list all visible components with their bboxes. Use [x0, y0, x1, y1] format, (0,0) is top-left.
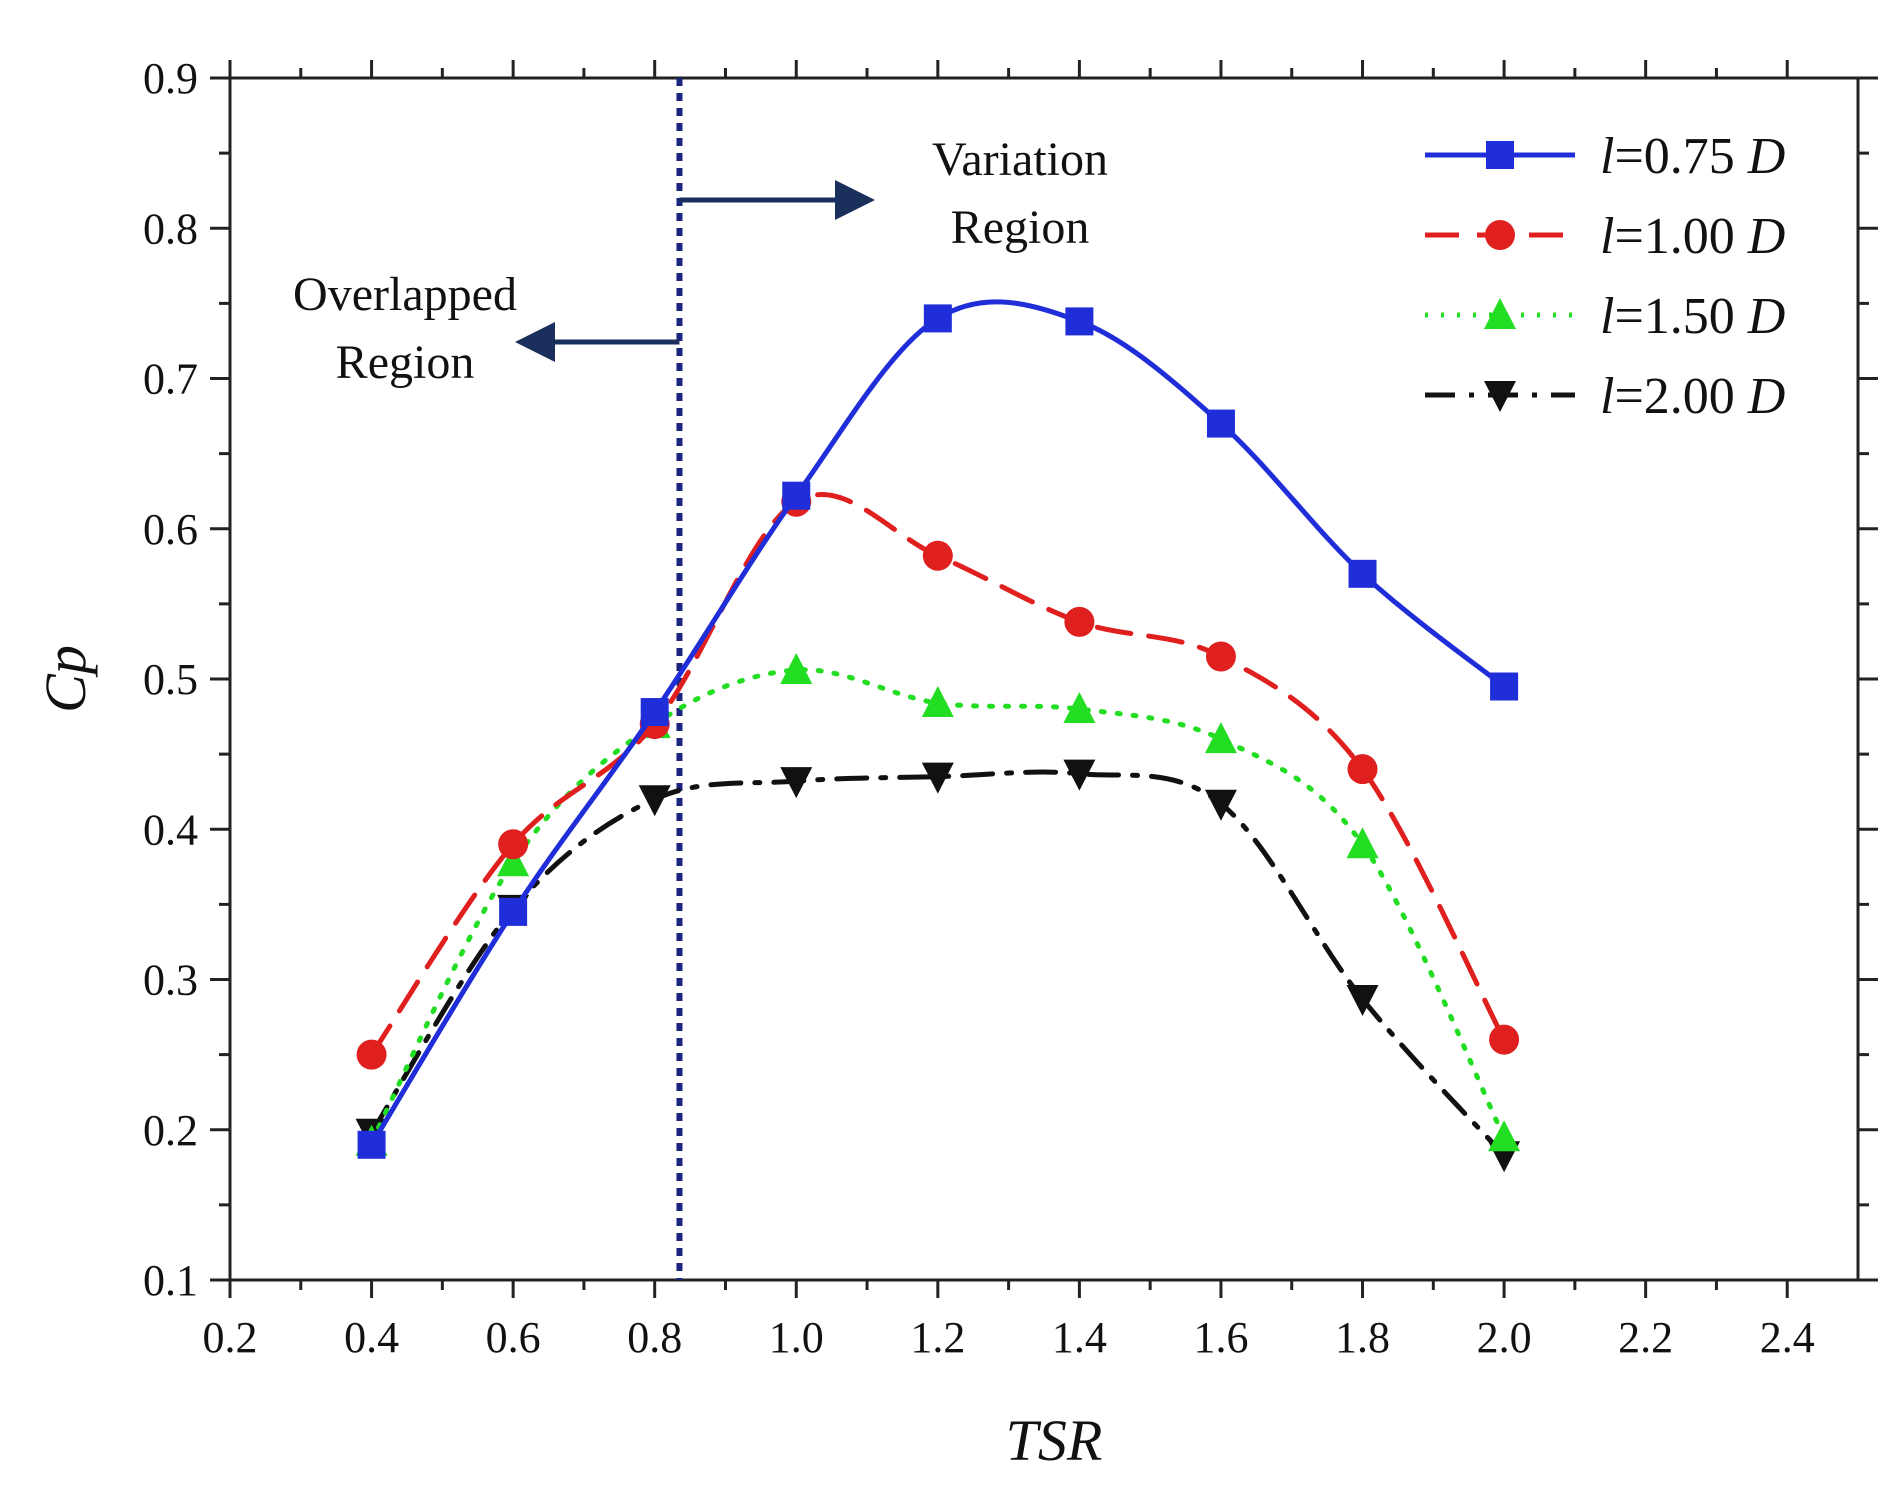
legend-label: l=2.00 D: [1600, 368, 1785, 425]
data-point: [921, 686, 954, 718]
data-point: [1205, 641, 1236, 672]
annotations-group: Variation Region Overlapped Region: [293, 133, 1108, 389]
data-point: [923, 304, 952, 333]
data-point: [1204, 722, 1237, 754]
x-tick-label: 0.6: [486, 1313, 541, 1362]
x-tick-label: 1.8: [1335, 1313, 1390, 1362]
data-point: [356, 1039, 387, 1070]
y-tick-label: 0.4: [143, 805, 198, 854]
data-point: [1063, 759, 1096, 791]
data-point: [640, 698, 669, 727]
y-tick-label: 0.9: [143, 54, 198, 103]
x-tick-label: 1.0: [769, 1313, 824, 1362]
y-tick-label: 0.8: [143, 204, 198, 253]
data-point: [1065, 307, 1094, 336]
data-point: [1346, 985, 1379, 1017]
y-tick-label: 0.1: [143, 1256, 198, 1305]
x-tick-label: 1.4: [1052, 1313, 1107, 1362]
legend-item: l=2.00 D: [1425, 368, 1785, 425]
data-point: [1206, 409, 1235, 438]
series-line: [369, 299, 1507, 1148]
legend-label: l=0.75 D: [1600, 128, 1785, 185]
x-tick-label: 2.0: [1477, 1313, 1532, 1362]
y-tick-label: 0.5: [143, 655, 198, 704]
data-point: [1490, 672, 1519, 701]
x-tick-label: 2.2: [1618, 1313, 1673, 1362]
legend-item: l=1.00 D: [1425, 208, 1785, 265]
legend-marker: [1486, 141, 1514, 169]
variation-region-label-line2: Region: [951, 201, 1090, 254]
data-point: [1347, 754, 1378, 785]
data-point: [1348, 559, 1377, 588]
data-point: [638, 785, 671, 817]
data-point: [499, 897, 528, 926]
data-point: [498, 829, 529, 860]
overlapped-region-label-line1: Overlapped: [293, 268, 517, 321]
y-tick-label: 0.7: [143, 355, 198, 404]
series-l-1.50-D: [355, 652, 1521, 1156]
legend-marker: [1484, 298, 1516, 329]
series-line: [369, 667, 1507, 1145]
data-point: [357, 1130, 386, 1159]
legend-label: l=1.00 D: [1600, 208, 1785, 265]
x-tick-label: 2.4: [1760, 1313, 1815, 1362]
x-tick-label: 1.6: [1193, 1313, 1248, 1362]
legend-marker: [1484, 381, 1516, 412]
x-tick-label: 1.2: [910, 1313, 965, 1362]
data-point: [1489, 1024, 1520, 1055]
data-point: [1488, 1120, 1521, 1152]
axes-group: 0.2 0.4 0.6 0.8 1.0 1.2 1.4 1.6 1.8 2.0 2.2 2.40.10…: [33, 54, 1878, 1473]
overlapped-region-label-line2: Region: [336, 336, 475, 389]
data-point: [1346, 827, 1379, 859]
data-point: [1063, 692, 1096, 724]
series-l-0.75-D: [357, 299, 1519, 1159]
data-point: [782, 481, 811, 510]
x-axis-title: TSR: [1006, 1408, 1103, 1473]
y-axis-title: Cp: [33, 645, 98, 713]
data-point: [921, 762, 954, 794]
data-point: [780, 652, 813, 684]
legend-item: l=0.75 D: [1425, 128, 1785, 185]
x-tick-label: 0.2: [203, 1313, 258, 1362]
legend-marker: [1485, 220, 1515, 250]
data-point: [1204, 789, 1237, 821]
x-tick-label: 0.4: [344, 1313, 399, 1362]
y-tick-label: 0.2: [143, 1106, 198, 1155]
variation-region-label-line1: Variation: [932, 133, 1108, 186]
data-point: [780, 767, 813, 799]
x-tick-label: 0.8: [627, 1313, 682, 1362]
data-point: [497, 845, 530, 877]
legend-item: l=1.50 D: [1425, 288, 1785, 345]
series-group: [355, 299, 1521, 1173]
data-point: [922, 540, 953, 571]
legend: l=0.75 D l=1.00 D l=1.50 D l=2.00 D: [1425, 128, 1785, 425]
series-line: [369, 769, 1507, 1158]
legend-label: l=1.50 D: [1600, 288, 1785, 345]
data-point: [1064, 606, 1095, 637]
y-tick-label: 0.3: [143, 956, 198, 1005]
y-tick-label: 0.6: [143, 505, 198, 554]
